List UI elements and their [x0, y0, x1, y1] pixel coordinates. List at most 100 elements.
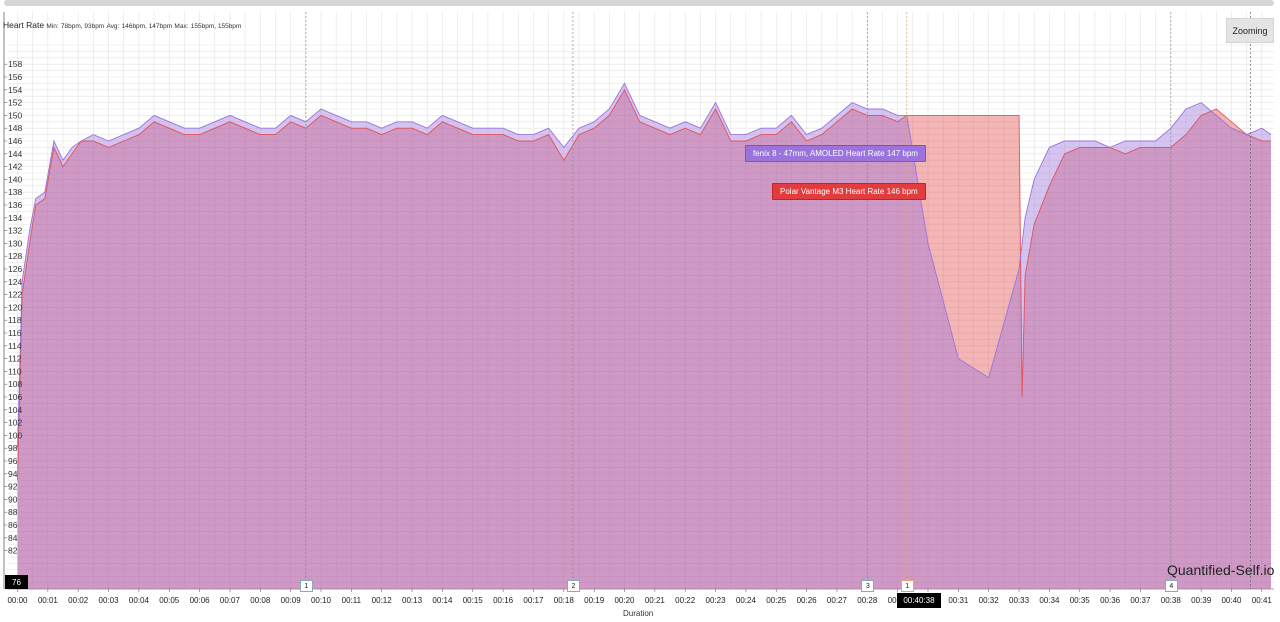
zooming-button[interactable]: Zooming [1226, 18, 1274, 43]
title-avg-label: Avg: [106, 23, 120, 30]
y-tick-label: 132 [8, 226, 22, 236]
top-scrollbar[interactable] [0, 0, 1280, 8]
x-tick-label: 00:13 [402, 596, 423, 605]
chart-title: Heart Rate Min: 78bpm, 93bpm Avg: 146bpm… [3, 20, 241, 30]
y-tick-label: 120 [8, 302, 22, 312]
y-tick-label: 130 [8, 238, 22, 248]
y-tick-label: 156 [8, 72, 22, 82]
polar-line [17, 88, 1271, 481]
y-tick-label: 146 [8, 136, 22, 146]
y-tick-label: 92 [8, 482, 18, 492]
y-tick-label: 102 [8, 418, 22, 428]
y-tick-label: 128 [8, 251, 22, 261]
y-tick-label: 116 [8, 328, 22, 338]
x-axis-label: Duration [623, 609, 654, 618]
title-min-values: 78bpm, 93bpm [60, 23, 105, 30]
x-tick-label: 00:40 [1221, 596, 1242, 605]
y-tick-label: 86 [8, 520, 18, 530]
x-tick-label: 00:41 [1252, 596, 1273, 605]
tooltip-fenix: fenix 8 - 47mm, AMOLED Heart Rate 147 bp… [745, 145, 926, 162]
chart-guides [305, 12, 1251, 589]
watermark-logo: Quantified-Self.io [1167, 562, 1275, 578]
x-tick-label: 00:09 [281, 596, 302, 605]
y-tick-label: 118 [8, 315, 22, 325]
x-tick-label: 00:12 [372, 596, 393, 605]
y-tick-label: 112 [8, 354, 22, 364]
lap-marker[interactable]: 4 [1164, 580, 1178, 592]
chart-grid [3, 12, 1274, 590]
x-tick-label: 00:15 [463, 596, 484, 605]
x-tick-label: 00:37 [1130, 596, 1151, 605]
x-tick-label: 00:28 [857, 596, 878, 605]
y-tick-label: 84 [8, 533, 18, 543]
x-tick-label: 00:02 [68, 596, 89, 605]
y-tick-label: 148 [8, 123, 22, 133]
title-max-values: 155bpm, 155bpm [190, 23, 242, 30]
y-tick-label: 90 [8, 494, 18, 504]
fenix-area [17, 83, 1271, 590]
y-tick-label: 106 [8, 392, 22, 402]
y-tick-label: 150 [8, 110, 22, 120]
title-min-label: Min: [46, 23, 59, 30]
x-tick-label: 00:38 [1161, 596, 1182, 605]
y-tick-label: 114 [8, 341, 22, 351]
x-tick-label: 00:10 [311, 596, 332, 605]
x-tick-label: 00:24 [736, 596, 757, 605]
x-tick-label: 00:05 [159, 596, 180, 605]
x-tick-label: 00:35 [1070, 596, 1091, 605]
y-tick-label: 98 [8, 443, 18, 453]
x-tick-label: 00:26 [797, 596, 818, 605]
chart-areas [17, 82, 1272, 590]
x-tick-label: 00:25 [766, 596, 787, 605]
lap-marker[interactable]: 2 [566, 580, 580, 592]
x-tick-label: 00:07 [220, 596, 241, 605]
x-tick-label: 00:33 [1009, 596, 1030, 605]
x-tick-label: 00:36 [1100, 596, 1121, 605]
y-tick-label: 94 [8, 469, 18, 479]
x-tick-label: 00:14 [432, 596, 453, 605]
x-tick-label: 00:03 [99, 596, 120, 605]
x-tick-label: 00:06 [190, 596, 211, 605]
polar-area [17, 89, 1271, 590]
y-tick-label: 138 [8, 187, 22, 197]
lap-marker[interactable]: 1 [900, 580, 914, 592]
y-tick-label: 108 [8, 379, 22, 389]
x-tick-label: 00:16 [493, 596, 514, 605]
y-tick-label: 88 [8, 507, 18, 517]
x-tick-label: 00:23 [706, 596, 727, 605]
y-tick-label: 126 [8, 264, 22, 274]
x-tick-label: 00:17 [523, 596, 544, 605]
x-tick-label: 00:00 [7, 596, 28, 605]
y-tick-label: 158 [8, 59, 22, 69]
x-tick-label: 00:01 [38, 596, 59, 605]
y-tick-label: 82 [8, 546, 18, 556]
title-avg-values: 146bpm, 147bpm [121, 23, 173, 30]
tooltip-polar: Polar Vantage M3 Heart Rate 146 bpm [772, 183, 926, 200]
scrollbar-thumb[interactable] [4, 0, 1274, 6]
title-label: Heart Rate [3, 20, 45, 30]
x-tick-label: 00:08 [250, 596, 271, 605]
x-tick-label: 00:27 [827, 596, 848, 605]
y-tick-label: 136 [8, 200, 22, 210]
y-tick-label: 144 [8, 149, 22, 159]
x-tick-label: 00:34 [1039, 596, 1060, 605]
y-tick-label: 104 [8, 405, 22, 415]
x-tick-label: 00:21 [645, 596, 666, 605]
y-tick-label: 124 [8, 277, 22, 287]
x-tick-label: 00:32 [979, 596, 1000, 605]
fenix-line [17, 82, 1272, 449]
lap-marker[interactable]: 1 [299, 580, 313, 592]
title-max-label: Max: [174, 23, 189, 30]
y-tick-label: 122 [8, 290, 22, 300]
y-tick-label: 154 [8, 85, 22, 95]
y-tick-label: 110 [8, 366, 22, 376]
y-tick-label: 96 [8, 456, 18, 466]
y-tick-label: 140 [8, 174, 22, 184]
lap-marker[interactable]: 3 [861, 580, 875, 592]
cursor-time-label: 00:40:38 [897, 593, 941, 608]
x-tick-label: 00:31 [948, 596, 969, 605]
x-axis-ticks: 00:00 00:01 00:02 00:03 00:04 00:05 00:06 00:07… [7, 589, 1272, 605]
x-tick-label: 00:04 [129, 596, 150, 605]
x-tick-label: 00:20 [614, 596, 635, 605]
